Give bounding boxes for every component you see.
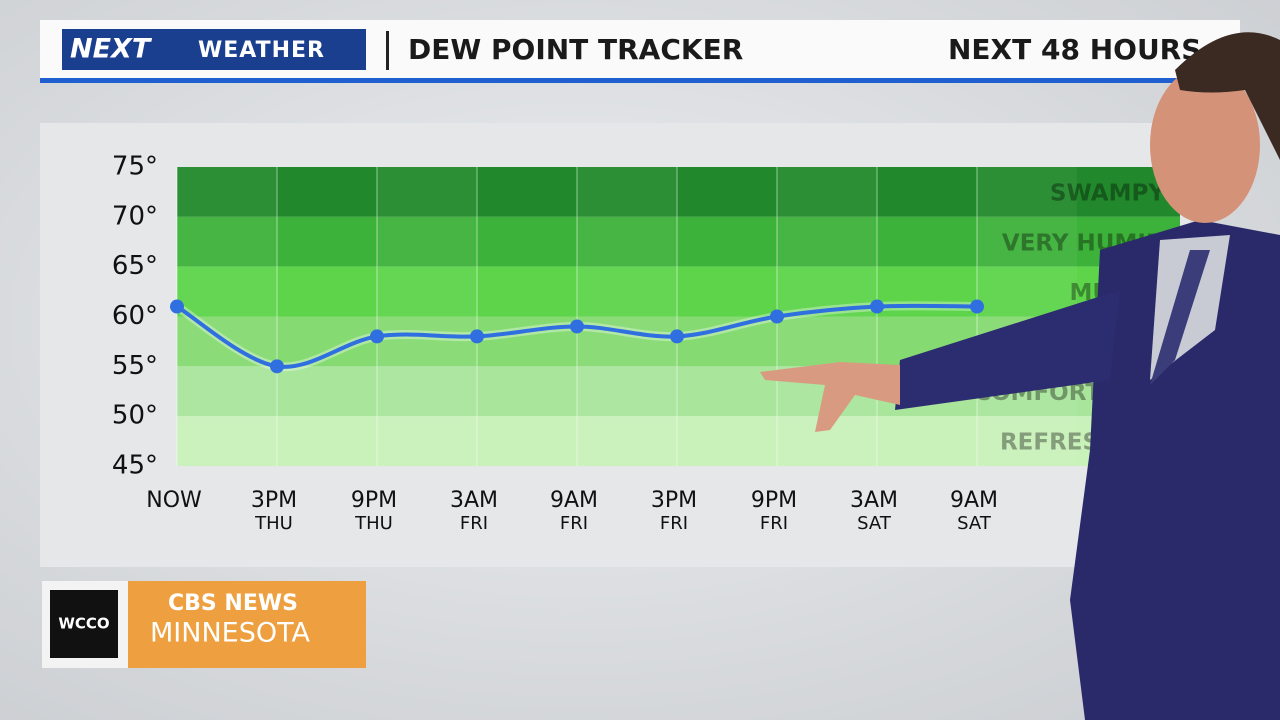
data-point <box>870 299 884 314</box>
x-sublabel: FRI <box>460 513 488 534</box>
header-divider <box>386 31 389 70</box>
data-point <box>570 319 584 334</box>
zone-band <box>177 266 1180 317</box>
brand: WEATHER <box>198 38 325 63</box>
logo: NEXT <box>70 34 153 65</box>
x-tick-label: 3AM <box>450 488 498 513</box>
zone-band <box>177 216 1180 267</box>
column-shade <box>577 167 677 466</box>
zone-label: SWAMPY <box>1050 180 1165 206</box>
data-point <box>670 329 684 344</box>
data-point <box>370 329 384 344</box>
column-shade <box>277 167 377 466</box>
x-sublabel: SAT <box>957 513 992 534</box>
column-shade <box>377 167 477 466</box>
logo-box <box>62 29 366 70</box>
x-tick-label: 3PM <box>651 488 697 513</box>
header-title: DEW POINT TRACKER <box>408 33 743 66</box>
y-tick-label: 60° <box>112 301 158 331</box>
network: CBS NEWS <box>168 591 298 616</box>
x-tick-label: 3PM <box>251 488 297 513</box>
header-subtitle: NEXT 48 HOURS <box>948 33 1201 66</box>
zone-band <box>177 416 1180 466</box>
data-point <box>170 299 184 314</box>
network-box <box>128 581 366 668</box>
data-point <box>770 309 784 324</box>
header-underline <box>40 78 1240 83</box>
data-point <box>970 299 984 314</box>
zone-band <box>177 167 1180 217</box>
x-tick-label: 9PM <box>351 488 397 513</box>
y-tick-label: 45° <box>112 451 158 481</box>
data-point <box>470 329 484 344</box>
column-shade <box>877 167 977 466</box>
x-tick-label: 3AM <box>850 488 898 513</box>
station: WCCO <box>58 615 109 633</box>
y-tick-label: 50° <box>112 401 158 431</box>
x-tick-label: NOW <box>146 488 202 513</box>
column-shade <box>477 167 577 466</box>
x-tick-label: 9AM <box>550 488 598 513</box>
x-tick-label: 9AM <box>950 488 998 513</box>
y-tick-label: 70° <box>112 201 158 231</box>
x-sublabel: THU <box>254 513 293 534</box>
y-tick-label: 55° <box>112 351 158 381</box>
station-logo <box>50 590 118 658</box>
y-tick-label: 75° <box>112 152 158 182</box>
x-sublabel: SAT <box>857 513 892 534</box>
y-tick-label: 65° <box>112 251 158 281</box>
presenter <box>760 32 1280 720</box>
x-tick-label: 9PM <box>751 488 797 513</box>
x-sublabel: FRI <box>560 513 588 534</box>
x-sublabel: FRI <box>760 513 788 534</box>
region: MINNESOTA <box>150 618 310 649</box>
data-point <box>270 359 284 374</box>
x-sublabel: FRI <box>660 513 688 534</box>
x-sublabel: THU <box>354 513 393 534</box>
